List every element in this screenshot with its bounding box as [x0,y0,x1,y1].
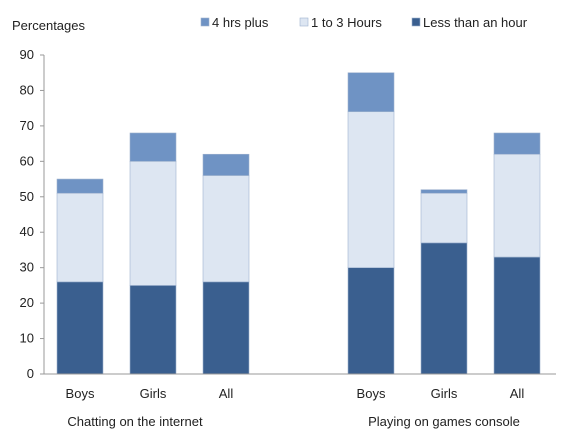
bar-segment [347,111,395,268]
y-axis-label: Percentages [12,18,85,33]
bar-segment [420,189,468,194]
y-tick-label: 40 [20,224,34,239]
legend-label: 1 to 3 Hours [311,15,382,30]
x-tick-label: All [219,386,234,401]
y-axis: 0 10 20 30 40 50 60 70 80 90 [20,47,45,381]
bar-segment [56,281,104,375]
x-tick-label: Boys [66,386,95,401]
y-tick-label: 90 [20,47,34,62]
legend: 4 hrs plus 1 to 3 Hours Less than an hour [200,15,528,30]
y-tick-label: 0 [27,366,34,381]
x-tick-label: Girls [431,386,458,401]
y-tick-label: 60 [20,153,34,168]
bar-segment [202,281,250,375]
bar-segment [493,256,541,375]
legend-swatch [411,17,421,27]
bars [56,72,541,375]
legend-swatch [200,17,210,27]
bar-segment [129,161,177,286]
bar-segment [56,192,104,283]
bar-segment [493,132,541,155]
group-label: Playing on games console [368,414,520,429]
y-tick-label: 70 [20,118,34,133]
bar-segment [202,175,250,283]
bar-segment [493,153,541,258]
group-label: Chatting on the internet [67,414,203,429]
y-tick-label: 10 [20,331,34,346]
bar-segment [202,153,250,176]
bar-segment [420,242,468,375]
y-tick-label: 50 [20,189,34,204]
bar-segment [56,178,104,194]
bar-segment [347,72,395,113]
y-tick-label: 30 [20,260,34,275]
legend-label: Less than an hour [423,15,528,30]
legend-label: 4 hrs plus [212,15,269,30]
x-tick-label: Boys [357,386,386,401]
y-tick-label: 20 [20,295,34,310]
x-axis: Boys Girls All Boys Girls All Chatting on the … [44,373,556,429]
bar-segment [129,285,177,375]
legend-swatch [299,17,309,27]
bar-segment [129,132,177,162]
bar-segment [347,267,395,375]
x-tick-label: All [510,386,525,401]
y-tick-label: 80 [20,82,34,97]
bar-segment [420,192,468,244]
x-tick-label: Girls [140,386,167,401]
